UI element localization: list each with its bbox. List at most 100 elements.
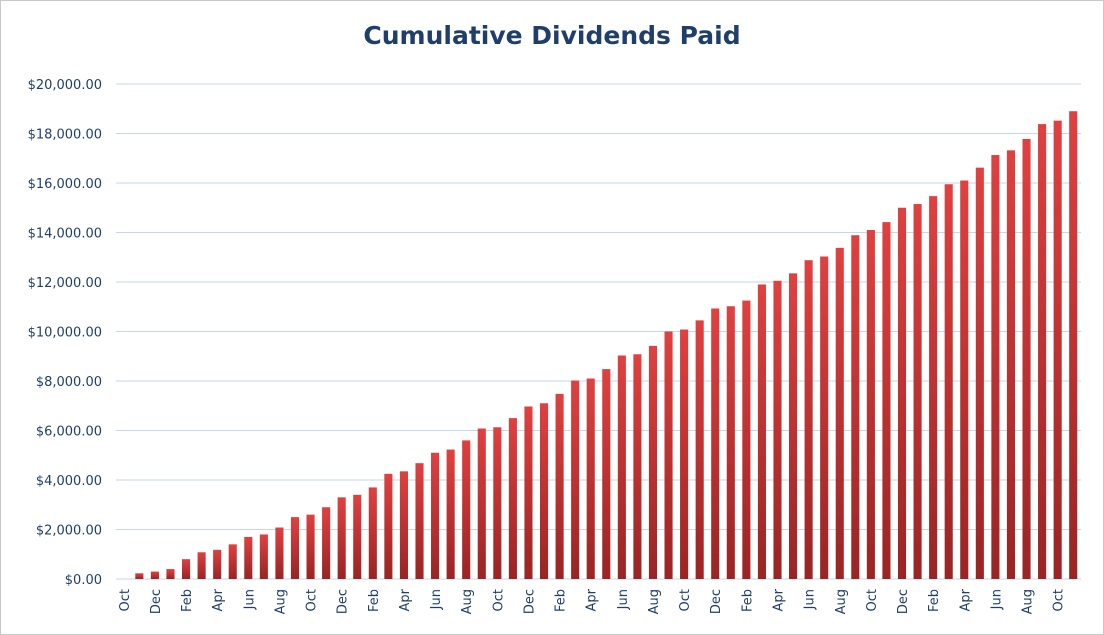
bar: [524, 406, 533, 579]
x-tick-label: Oct: [678, 589, 693, 611]
bar: [431, 452, 440, 579]
bar: [617, 355, 626, 579]
bar: [804, 260, 813, 579]
x-tick-label: Apr: [771, 588, 786, 611]
x-tick-label: Jun: [242, 589, 257, 610]
y-tick-label: $14,000.00: [28, 227, 102, 242]
y-tick-label: $6,000.00: [36, 425, 102, 440]
bar: [975, 167, 984, 579]
x-tick-label: Jun: [803, 589, 818, 610]
x-tick-label: Aug: [273, 589, 288, 614]
bar: [322, 507, 331, 579]
bar: [228, 544, 237, 579]
bar: [150, 571, 159, 579]
bar: [835, 247, 844, 579]
x-tick-label: Apr: [958, 588, 973, 611]
bar: [944, 184, 953, 580]
bar: [866, 230, 875, 579]
x-tick-label: Jun: [616, 589, 631, 610]
y-tick-label: $20,000.00: [28, 78, 102, 93]
x-tick-label: Aug: [834, 589, 849, 614]
bar: [1053, 120, 1062, 579]
y-tick-label: $4,000.00: [36, 474, 102, 489]
y-tick-label: $2,000.00: [36, 524, 102, 539]
x-tick-label: Feb: [367, 589, 382, 612]
bar: [353, 494, 362, 579]
x-tick-label: Oct: [1052, 589, 1067, 611]
bars: [135, 111, 1078, 580]
bar: [680, 329, 689, 579]
x-tick-label: Dec: [896, 589, 911, 614]
bar: [462, 440, 471, 579]
gridlines: [116, 83, 1081, 580]
x-tick-label: Feb: [180, 589, 195, 612]
bar: [773, 280, 782, 579]
x-tick-label: Oct: [118, 589, 133, 611]
bar: [742, 300, 751, 579]
bar: [306, 514, 315, 579]
bar: [633, 354, 642, 579]
bar: [555, 393, 564, 579]
bar: [711, 308, 720, 579]
x-tick-label: Jun: [989, 589, 1004, 610]
y-axis-ticks: $0.00 $2,000.00 $4,000.00 $6,000.00 $8,000.0…: [28, 78, 102, 588]
x-tick-label: Dec: [709, 589, 724, 614]
bar: [166, 569, 175, 579]
bar: [913, 204, 922, 579]
x-tick-label: Apr: [211, 588, 226, 611]
bar: [602, 369, 611, 579]
bar: [695, 320, 704, 579]
bar: [757, 284, 766, 579]
bar: [991, 155, 1000, 579]
bar: [882, 222, 891, 580]
y-tick-label: $0.00: [65, 573, 102, 588]
bar: [384, 473, 393, 579]
bar: [1069, 111, 1078, 579]
x-tick-label: Oct: [305, 589, 320, 611]
x-axis-ticks: Oct Dec Feb Apr Jun Aug Oct Dec Feb Apr Jun Aug Oct D…: [118, 588, 1067, 614]
bar: [897, 207, 907, 579]
bar: [586, 378, 595, 579]
bar: [851, 235, 860, 579]
bar: [368, 487, 377, 579]
bar: [508, 418, 517, 579]
bar: [337, 497, 346, 579]
bar: [290, 517, 300, 579]
bar: [259, 534, 268, 579]
y-tick-label: $18,000.00: [28, 128, 102, 143]
x-tick-label: Feb: [740, 589, 755, 612]
bar: [664, 331, 673, 579]
x-tick-label: Oct: [865, 589, 880, 611]
bar: [929, 196, 938, 579]
bar: [135, 573, 144, 579]
x-tick-label: Dec: [149, 589, 164, 614]
chart-title: Cumulative Dividends Paid: [363, 21, 741, 50]
bar: [181, 559, 191, 579]
x-tick-label: Feb: [554, 589, 569, 612]
x-tick-label: Apr: [585, 588, 600, 611]
x-tick-label: Apr: [398, 588, 413, 611]
bar: [726, 306, 735, 579]
y-tick-label: $8,000.00: [36, 375, 102, 390]
bar: [197, 552, 206, 579]
bar: [446, 449, 455, 579]
x-tick-label: Oct: [491, 589, 506, 611]
bar: [1038, 124, 1047, 579]
bar: [1006, 150, 1016, 579]
bar: [648, 345, 658, 579]
bar: [571, 380, 580, 579]
y-tick-label: $10,000.00: [28, 326, 102, 341]
x-tick-label: Aug: [647, 589, 662, 614]
bar: [399, 471, 408, 579]
x-tick-label: Aug: [1021, 589, 1036, 614]
bar: [1022, 138, 1031, 579]
bar: [477, 428, 486, 579]
y-tick-label: $16,000.00: [28, 177, 102, 192]
x-tick-label: Aug: [460, 589, 475, 614]
bar: [415, 463, 424, 579]
x-tick-label: Dec: [336, 589, 351, 614]
x-tick-label: Feb: [927, 589, 942, 612]
bar: [820, 256, 829, 579]
